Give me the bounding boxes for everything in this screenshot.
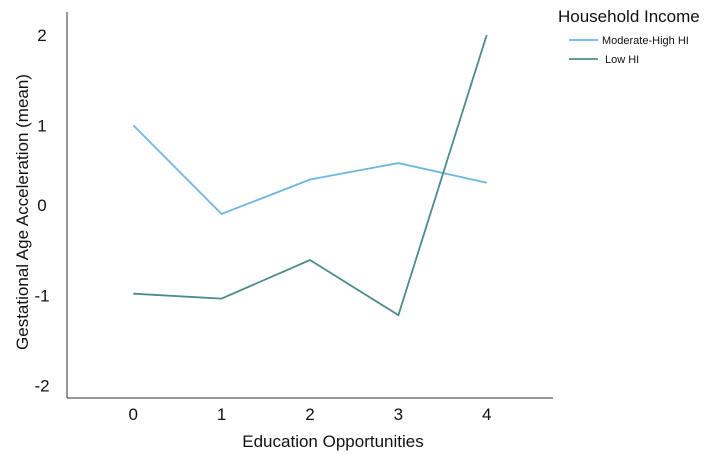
x-tick-label: 3: [394, 405, 403, 424]
series-lines: [132, 34, 488, 317]
x-tick-label: 1: [217, 405, 226, 424]
series-line-moderate-high-hi: [132, 124, 487, 216]
y-tick-label: -1: [34, 286, 49, 305]
legend-label: Moderate-High HI: [602, 35, 689, 47]
x-tick-label: 2: [305, 405, 314, 424]
x-tick-label: 0: [129, 405, 138, 424]
y-tick-labels: 2 1 0 -1 -2: [34, 26, 49, 396]
series-line-low-hi: [133, 34, 488, 317]
legend-label: Low HI: [605, 54, 639, 66]
legend-title: Household Income: [558, 7, 700, 26]
y-tick-label: 1: [37, 116, 46, 135]
x-tick-label: 4: [482, 405, 491, 424]
legend-items: Moderate-High HI Low HI: [569, 35, 689, 66]
y-tick-label: 2: [37, 26, 46, 45]
legend: Household Income Moderate-High HI Low HI: [558, 7, 700, 66]
y-tick-label: -2: [34, 377, 49, 396]
y-tick-label: 0: [37, 196, 46, 215]
x-axis-title: Education Opportunities: [242, 432, 423, 451]
x-tick-labels: 0 1 2 3 4: [129, 405, 492, 424]
y-axis-title-group: Gestational Age Acceleration (mean): [13, 74, 32, 350]
y-axis-title: Gestational Age Acceleration (mean): [13, 74, 32, 350]
